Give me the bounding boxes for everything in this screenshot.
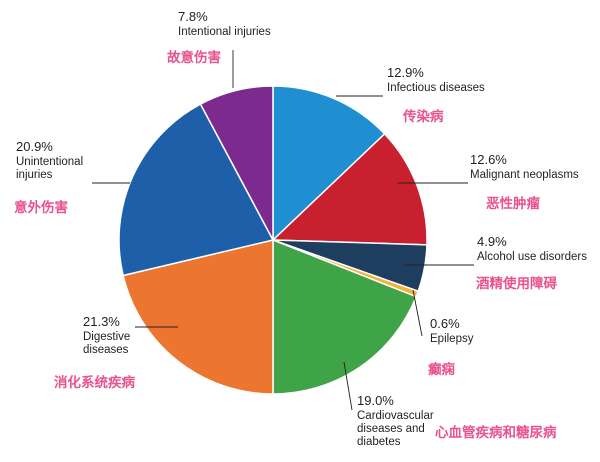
slice-chinese-label: 消化系统疾病 [54, 374, 135, 391]
slice-english-label: Infectious diseases [387, 82, 485, 94]
leader-line [412, 289, 423, 337]
slice-chinese-label: 癫痫 [428, 361, 455, 378]
slice-english-label: Malignant neoplasms [470, 169, 579, 181]
slice-english-label: Epilepsy [430, 333, 474, 345]
pie-slices [118, 85, 428, 395]
slice-chinese-label: 故意伤害 [167, 49, 221, 66]
slice-chinese-label: 传染病 [402, 108, 444, 125]
slice-percent-label: 7.8% [178, 9, 208, 24]
pie-slice [122, 239, 274, 395]
pie-slice [272, 85, 386, 242]
slice-chinese-label: 心血管疾病和糖尿病 [435, 424, 557, 441]
slice-english-label: Cardiovascular diseases and diabetes [357, 410, 434, 448]
slice-percent-label: 21.3% [83, 314, 120, 329]
leader-lines [92, 50, 474, 411]
slice-percent-label: 12.9% [387, 65, 424, 80]
slice-english-label: Intentional injuries [178, 26, 271, 38]
slice-english-label: Unintentional injuries [16, 156, 83, 181]
slice-percent-label: 12.6% [470, 152, 507, 167]
pie-slice [199, 85, 274, 241]
slice-english-label: Digestive diseases [83, 331, 130, 356]
leader-line [343, 361, 353, 411]
pie-slice [118, 103, 275, 277]
slice-chinese-label: 意外伤害 [14, 199, 68, 216]
pie-slice [271, 132, 428, 246]
slice-chinese-label: 恶性肿瘤 [486, 195, 540, 212]
slice-percent-label: 0.6% [430, 316, 460, 331]
slice-chinese-label: 酒精使用障碍 [476, 275, 557, 292]
pie-slice [272, 238, 418, 395]
slice-percent-label: 4.9% [477, 234, 507, 249]
slice-english-label: Alcohol use disorders [477, 251, 587, 263]
slice-labels: 12.9% Infectious diseases 传染病 12.6% Malignan… [14, 9, 587, 448]
slice-percent-label: 20.9% [16, 139, 53, 154]
slice-percent-label: 19.0% [357, 393, 394, 408]
